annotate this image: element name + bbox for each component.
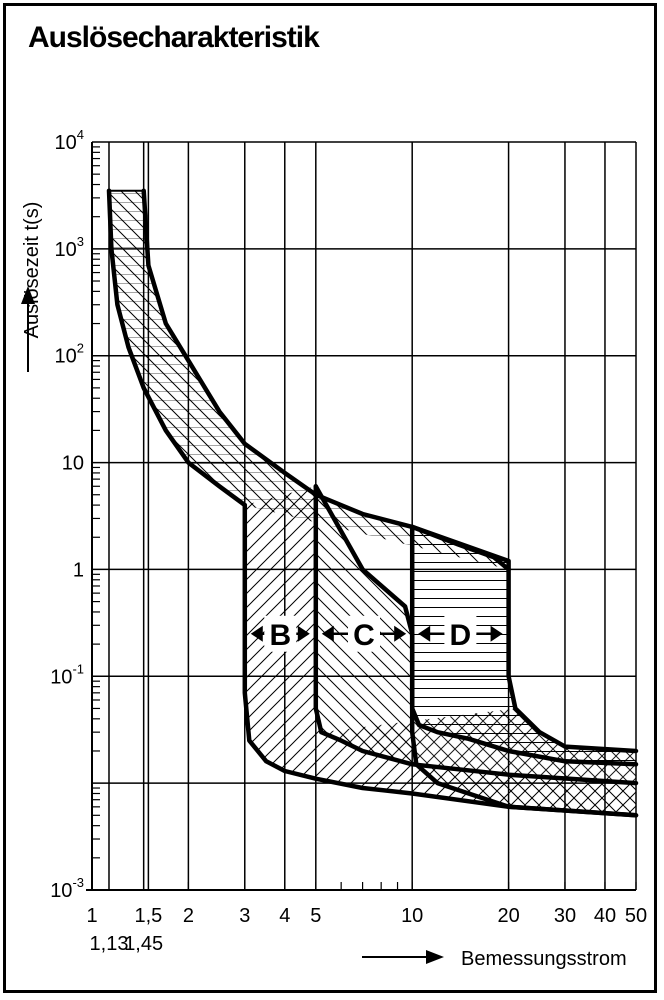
- y-tick-label: 103: [55, 234, 84, 261]
- c-upper-curve: [313, 484, 639, 818]
- band-label-bg: [348, 615, 380, 652]
- y-axis-label: Auslösezeit t(s): [21, 202, 43, 339]
- x-tick-label: 5: [310, 905, 321, 927]
- x-tick-label: 10: [401, 905, 423, 927]
- x-tick-label-secondary: 1,13: [90, 933, 129, 955]
- x-tick-label: 3: [239, 905, 250, 927]
- arrow-right-icon: [394, 625, 407, 642]
- y-axis-arrow-icon: [21, 286, 35, 304]
- arrow-left-icon: [250, 625, 263, 642]
- y-tick-label: 102: [55, 341, 84, 368]
- x-axis-arrow-icon: [426, 950, 444, 964]
- band-label-b: B: [250, 615, 310, 652]
- x-tick-label: 20: [497, 905, 519, 927]
- band-label-text: D: [450, 619, 472, 652]
- tick-labels: 1 1,5 2 3 4 5 10 20 30 40 501,131,4510410310210110…: [50, 127, 647, 955]
- band-label-bg: [444, 615, 477, 652]
- arrow-left-icon: [418, 625, 431, 642]
- curves: [106, 188, 639, 818]
- x-tick-label: 1,5: [134, 905, 162, 927]
- band-label-text: B: [269, 619, 291, 652]
- overlap-fill: [321, 708, 636, 784]
- b-curve: [242, 502, 639, 818]
- thermal-band-fill-overlay: [109, 190, 509, 570]
- chart-title: Auslösecharakteristik: [28, 21, 320, 54]
- y-tick-label: 10-1: [50, 661, 84, 688]
- band-d-fill: [412, 526, 636, 765]
- x-tick-label: 40: [594, 905, 616, 927]
- band-label-text: C: [353, 619, 375, 652]
- x-tick-label: 50: [625, 905, 647, 927]
- arrow-left-icon: [321, 625, 334, 642]
- band-labels: B C D: [250, 615, 503, 652]
- x-tick-label: 30: [554, 905, 576, 927]
- x-tick-label-secondary: 1,45: [124, 933, 163, 955]
- y-tick-label: 1: [73, 559, 84, 581]
- band-label-bg: [264, 615, 297, 652]
- chart-frame: [3, 3, 657, 993]
- band-label-c: C: [321, 615, 407, 652]
- x-tick-label: 4: [279, 905, 290, 927]
- y-tick-label: 10-3: [50, 875, 84, 902]
- y-tick-label: 104: [55, 127, 84, 154]
- d-curve: [409, 524, 639, 767]
- d-upper-curve: [409, 524, 639, 754]
- thermal-lower-curve: [106, 188, 248, 508]
- band-label-d: D: [418, 615, 503, 652]
- x-tick-label: 2: [183, 905, 194, 927]
- arrow-right-icon: [490, 625, 503, 642]
- x-axis-label: Bemessungsstrom: [461, 948, 627, 970]
- arrow-right-icon: [297, 625, 310, 642]
- y-tick-label: 10: [62, 453, 84, 475]
- x-tick-label: 1: [86, 905, 97, 927]
- c-curve: [313, 484, 639, 786]
